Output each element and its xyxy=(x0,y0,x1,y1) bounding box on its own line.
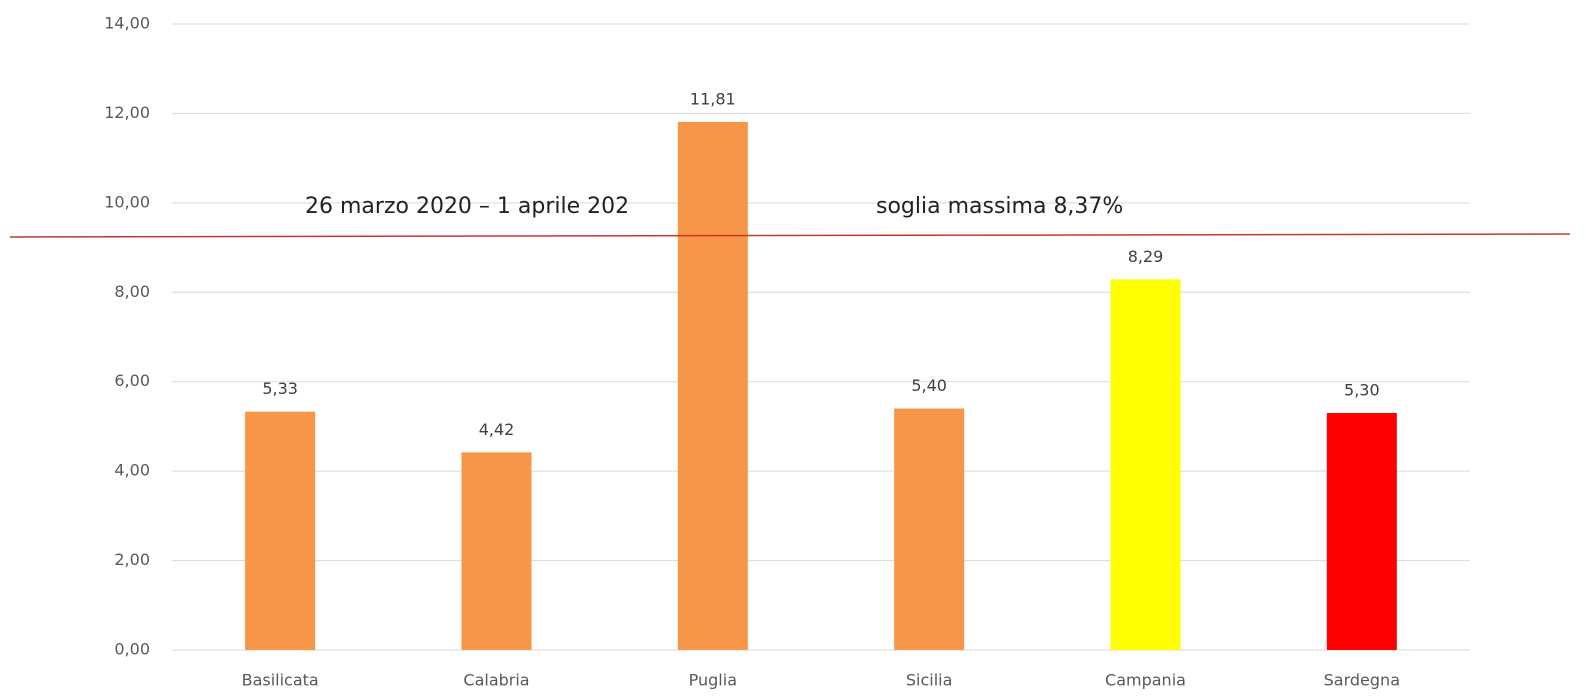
annotation: soglia massima 8,37% xyxy=(876,194,1123,219)
bar xyxy=(1326,413,1397,650)
y-tick-label: 14,00 xyxy=(104,14,150,33)
bar xyxy=(677,121,748,650)
grid: 0,00 2,00 4,00 6,00 8,00 10,00 12,00 14,00 xyxy=(104,14,1470,659)
y-tick-label: 8,00 xyxy=(114,282,150,301)
x-tick-label: Calabria xyxy=(463,671,529,690)
x-tick-label: Basilicata xyxy=(242,671,319,690)
bar xyxy=(1110,279,1181,650)
y-tick-label: 6,00 xyxy=(114,371,150,390)
annotation: 26 marzo 2020 – 1 aprile 202 xyxy=(305,194,629,219)
value-label: 5,30 xyxy=(1344,381,1380,400)
x-tick-label: Campania xyxy=(1105,671,1186,690)
bar xyxy=(894,408,965,650)
bar xyxy=(461,452,532,650)
bars: Basilicata 5,33 Calabria 4,42 Puglia 11,81 Sic… xyxy=(242,89,1400,689)
value-label: 11,81 xyxy=(690,89,736,108)
x-tick-label: Sicilia xyxy=(906,671,953,690)
value-label: 4,42 xyxy=(479,420,515,439)
y-tick-label: 0,00 xyxy=(114,640,150,659)
value-label: 8,29 xyxy=(1128,247,1164,266)
value-label: 5,40 xyxy=(911,376,947,395)
value-label: 5,33 xyxy=(262,379,298,398)
y-tick-label: 4,00 xyxy=(114,461,150,480)
bar xyxy=(245,411,316,650)
threshold-line xyxy=(9,233,1571,238)
annotations: 26 marzo 2020 – 1 aprile 202 soglia massi… xyxy=(305,194,1123,219)
y-tick-label: 2,00 xyxy=(114,550,150,569)
x-tick-label: Puglia xyxy=(689,671,737,690)
y-tick-label: 12,00 xyxy=(104,103,150,122)
x-tick-label: Sardegna xyxy=(1324,671,1400,690)
y-tick-label: 10,00 xyxy=(104,192,150,211)
